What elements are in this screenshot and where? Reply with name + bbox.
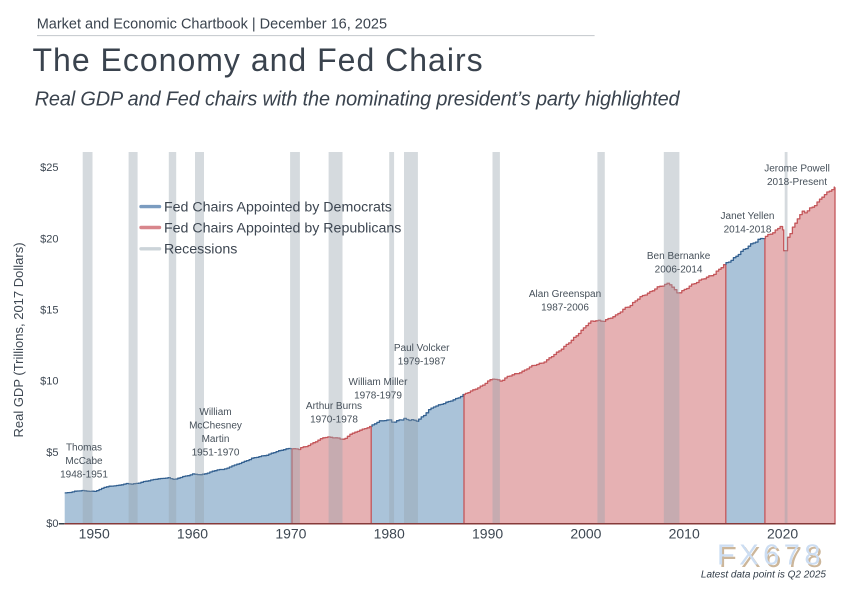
svg-text:Arthur Burns: Arthur Burns — [306, 401, 362, 412]
svg-text:1951-1970: 1951-1970 — [192, 448, 240, 459]
svg-text:Jerome Powell: Jerome Powell — [764, 164, 830, 175]
svg-text:Fed Chairs Appointed by Democr: Fed Chairs Appointed by Democrats — [164, 200, 392, 216]
svg-text:$10: $10 — [40, 376, 58, 388]
svg-text:1978-1979: 1978-1979 — [354, 391, 402, 402]
svg-text:Real GDP and Fed chairs with t: Real GDP and Fed chairs with the nominat… — [35, 88, 681, 110]
svg-text:$20: $20 — [40, 233, 58, 245]
svg-text:McChesney: McChesney — [189, 421, 242, 432]
svg-text:1979-1987: 1979-1987 — [398, 357, 446, 368]
svg-text:2010: 2010 — [669, 526, 700, 542]
svg-text:William Miller: William Miller — [349, 377, 409, 388]
svg-text:Market and Economic Chartbook: Market and Economic Chartbook | December… — [37, 17, 387, 33]
svg-text:Janet Yellen: Janet Yellen — [721, 211, 775, 222]
svg-text:2020: 2020 — [767, 526, 798, 542]
svg-text:Paul Volcker: Paul Volcker — [394, 343, 450, 354]
svg-text:1970: 1970 — [275, 526, 306, 542]
svg-text:Real GDP (Trillions, 2017 Doll: Real GDP (Trillions, 2017 Dollars) — [11, 242, 26, 437]
svg-text:Fed Chairs Appointed by Republ: Fed Chairs Appointed by Republicans — [164, 220, 401, 236]
svg-text:FX678: FX678 — [717, 540, 825, 572]
svg-text:2014-2018: 2014-2018 — [724, 225, 772, 236]
svg-text:1950: 1950 — [79, 526, 110, 542]
svg-text:FX678: FX678 — [719, 542, 827, 574]
svg-text:2018-Present: 2018-Present — [767, 177, 827, 188]
svg-text:Thomas: Thomas — [66, 443, 102, 454]
svg-text:William: William — [199, 407, 231, 418]
svg-text:Martin: Martin — [202, 434, 230, 445]
svg-text:Ben Bernanke: Ben Bernanke — [647, 251, 711, 262]
svg-text:$25: $25 — [40, 162, 58, 174]
svg-text:Latest data point is Q2 2025: Latest data point is Q2 2025 — [701, 569, 827, 580]
svg-text:$15: $15 — [40, 305, 58, 317]
svg-text:1980: 1980 — [374, 526, 405, 542]
svg-text:$5: $5 — [46, 447, 58, 459]
svg-text:1987-2006: 1987-2006 — [541, 303, 589, 314]
svg-text:2000: 2000 — [570, 526, 601, 542]
svg-text:1970-1978: 1970-1978 — [310, 415, 358, 426]
svg-text:1990: 1990 — [472, 526, 503, 542]
svg-text:McCabe: McCabe — [65, 456, 103, 467]
svg-text:1948-1951: 1948-1951 — [60, 470, 108, 481]
svg-text:$0: $0 — [46, 518, 58, 530]
svg-text:Alan Greenspan: Alan Greenspan — [529, 289, 601, 300]
svg-text:2006-2014: 2006-2014 — [655, 265, 703, 276]
svg-text:The Economy and Fed Chairs: The Economy and Fed Chairs — [33, 42, 484, 78]
svg-text:Recessions: Recessions — [164, 241, 237, 257]
svg-text:1960: 1960 — [177, 526, 208, 542]
